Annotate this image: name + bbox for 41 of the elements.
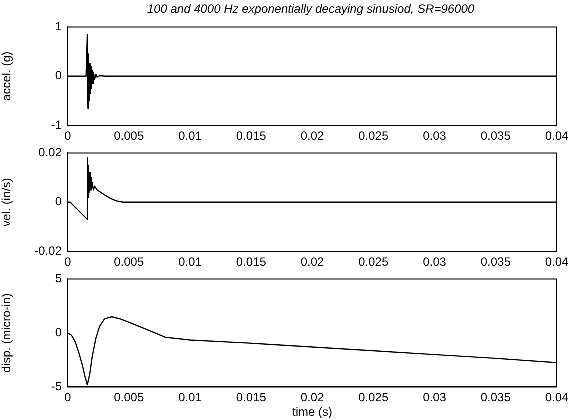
x-tick-label: 0.005 xyxy=(114,390,144,405)
x-tick-label: 0.015 xyxy=(236,255,267,270)
x-tick-label: 0.005 xyxy=(114,129,144,144)
y-axis-title: disp. (micro-in) xyxy=(0,294,14,373)
y-tick-label: 1 xyxy=(55,20,62,34)
y-tick-label: 0 xyxy=(55,68,62,83)
y-tick-label: -1 xyxy=(51,118,62,132)
x-tick-label: 0 xyxy=(64,390,72,405)
x-tick-label: 0.01 xyxy=(178,390,202,405)
x-tick-label: 0.035 xyxy=(480,255,512,270)
x-tick-label: 0 xyxy=(64,129,72,144)
x-tick-label: 0 xyxy=(64,255,72,270)
y-axis-title: vel. (in/s) xyxy=(0,178,14,227)
y-tick-label: -5 xyxy=(51,380,62,394)
x-tick-label: 0.035 xyxy=(480,129,512,144)
x-tick-label: 0.01 xyxy=(178,255,202,270)
y-tick-label: 0 xyxy=(55,326,62,340)
x-tick-label: 0.01 xyxy=(178,129,202,144)
chart-title: 100 and 4000 Hz exponentially decaying sinusiod, SR=96000 xyxy=(146,1,476,18)
x-axis-title: time (s) xyxy=(292,405,332,420)
x-tick-label: 0.02 xyxy=(300,255,324,270)
y-axis-title: accel. (g) xyxy=(0,52,14,102)
x-tick-label: 0.04 xyxy=(545,129,569,144)
y-tick-label: -0.02 xyxy=(34,244,62,258)
x-tick-label: 0.04 xyxy=(545,390,569,405)
x-tick-label: 0.005 xyxy=(114,255,144,270)
x-tick-label: 0.04 xyxy=(545,255,569,270)
x-tick-label: 0.02 xyxy=(300,129,324,144)
x-tick-label: 0.025 xyxy=(358,255,389,270)
y-tick-label: 5 xyxy=(55,272,62,286)
x-tick-label: 0.015 xyxy=(236,390,267,405)
x-tick-label: 0.02 xyxy=(300,390,324,405)
x-tick-label: 0.03 xyxy=(423,129,447,144)
y-tick-label: 0.02 xyxy=(38,146,62,160)
x-tick-label: 0.035 xyxy=(480,390,512,405)
x-tick-label: 0.03 xyxy=(423,255,447,270)
x-tick-label: 0.015 xyxy=(236,129,267,144)
x-tick-label: 0.025 xyxy=(358,390,389,405)
y-tick-label: 0 xyxy=(55,194,62,209)
x-tick-label: 0.025 xyxy=(358,129,389,144)
x-tick-label: 0.03 xyxy=(423,390,447,405)
